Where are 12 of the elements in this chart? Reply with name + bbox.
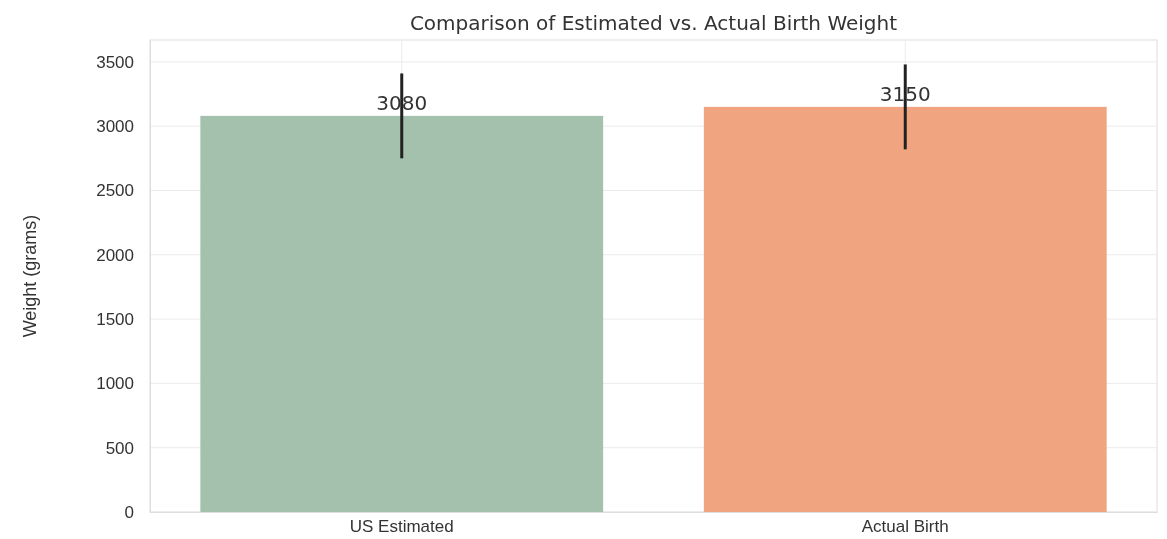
chart-title: Comparison of Estimated vs. Actual Birth Weight (409, 11, 898, 35)
y-tick-label: 500 (105, 438, 134, 458)
y-tick-label: 1000 (96, 374, 134, 394)
y-tick-label: 3000 (96, 117, 134, 137)
y-tick-label: 0 (124, 502, 134, 522)
x-tick-label: US Estimated (349, 517, 454, 537)
y-axis-title: Weight (grams) (20, 214, 40, 338)
y-tick-label: 3500 (96, 52, 134, 72)
y-tick-label: 2000 (96, 245, 134, 265)
x-tick-label: Actual Birth (861, 517, 949, 537)
y-tick-label: 2500 (96, 181, 134, 201)
y-tick-label: 1500 (96, 310, 134, 330)
